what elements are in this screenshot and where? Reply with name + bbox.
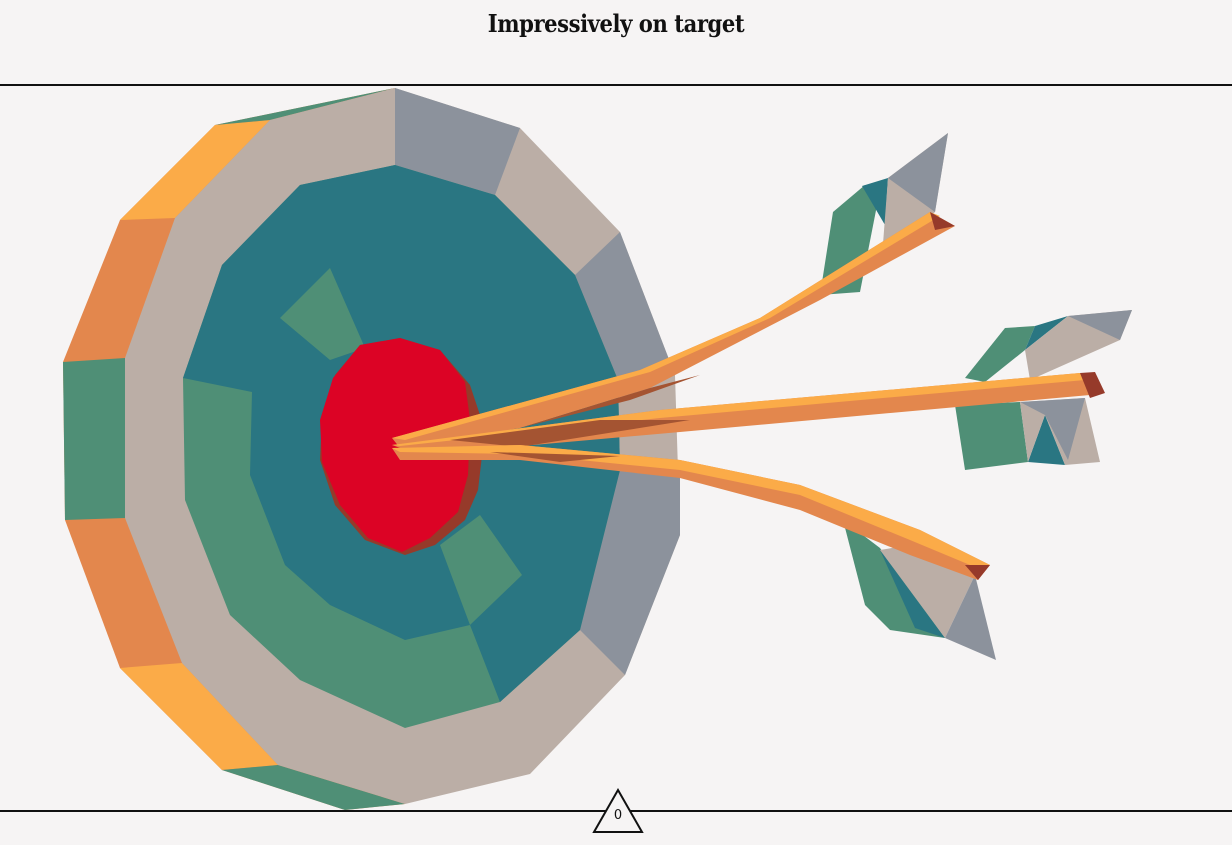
top-divider: [0, 84, 1232, 86]
arrow-bottom: [392, 445, 996, 660]
counter-value: 0: [613, 808, 623, 823]
page-title: Impressively on target: [487, 9, 745, 38]
arrow-top: [392, 133, 955, 448]
score-counter: 0: [592, 788, 644, 834]
header: Impressively on target: [0, 0, 1232, 84]
triangle-icon: [592, 788, 644, 833]
arrow-middle: [392, 310, 1132, 470]
